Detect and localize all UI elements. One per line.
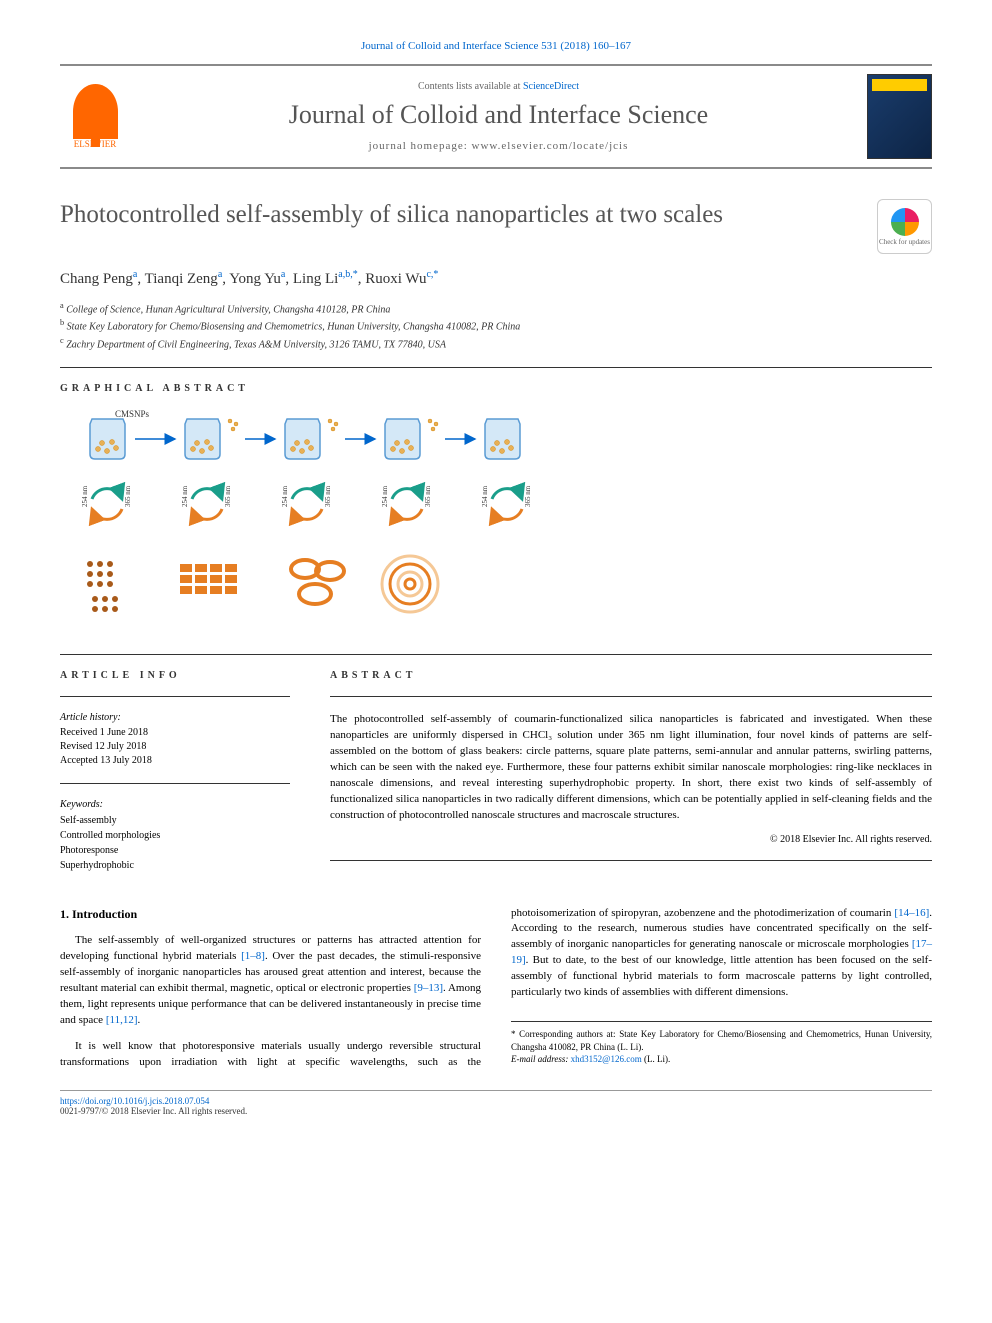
- title-row: Photocontrolled self-assembly of silica …: [60, 199, 932, 254]
- elsevier-logo: ELSEVIER: [60, 77, 130, 157]
- article-title: Photocontrolled self-assembly of silica …: [60, 199, 857, 232]
- history-label: Article history:: [60, 712, 290, 723]
- introduction-section: 1. Introduction The self-assembly of wel…: [60, 906, 932, 1071]
- svg-text:365 nm: 365 nm: [124, 485, 132, 507]
- svg-text:365 nm: 365 nm: [424, 485, 432, 507]
- svg-text:254 nm: 254 nm: [281, 485, 289, 507]
- info-abstract-row: ARTICLE INFO Article history: Received 1…: [60, 670, 932, 876]
- banner-center: Contents lists available at ScienceDirec…: [145, 81, 852, 152]
- introduction-heading: 1. Introduction: [60, 906, 481, 923]
- abstract-heading: ABSTRACT: [330, 670, 932, 681]
- graphical-abstract-heading: GRAPHICAL ABSTRACT: [60, 383, 932, 394]
- ref-link[interactable]: [1–8]: [241, 950, 265, 962]
- article-history: Received 1 June 2018 Revised 12 July 201…: [60, 726, 290, 768]
- page-footer: https://doi.org/10.1016/j.jcis.2018.07.0…: [60, 1090, 932, 1116]
- check-updates-badge[interactable]: Check for updates: [877, 199, 932, 254]
- abstract-column: ABSTRACT The photocontrolled self-assemb…: [330, 670, 932, 876]
- crossmark-icon: [891, 208, 919, 236]
- article-info-heading: ARTICLE INFO: [60, 670, 290, 681]
- svg-text:CMSNPs: CMSNPs: [115, 409, 150, 419]
- author: Tianqi Zeng: [145, 271, 218, 287]
- authors-list: Chang Penga, Tianqi Zenga, Yong Yua, Lin…: [60, 269, 932, 288]
- affiliations: a College of Science, Hunan Agricultural…: [60, 300, 932, 352]
- email-link[interactable]: xhd3152@126.com: [571, 1054, 642, 1064]
- ref-link[interactable]: [14–16]: [894, 907, 929, 919]
- journal-homepage: journal homepage: www.elsevier.com/locat…: [145, 140, 852, 152]
- svg-text:254 nm: 254 nm: [481, 485, 489, 507]
- corresponding-footnote: * Corresponding authors at: State Key La…: [511, 1021, 932, 1066]
- graphical-abstract-section: GRAPHICAL ABSTRACT: [60, 383, 932, 634]
- journal-cover-thumbnail: [867, 74, 932, 159]
- author: Ling Li: [293, 271, 338, 287]
- svg-text:254 nm: 254 nm: [181, 485, 189, 507]
- abstract-text: The photocontrolled self-assembly of cou…: [330, 712, 932, 824]
- svg-text:254 nm: 254 nm: [381, 485, 389, 507]
- abstract-copyright: © 2018 Elsevier Inc. All rights reserved…: [330, 834, 932, 845]
- page-citation: Journal of Colloid and Interface Science…: [60, 40, 932, 52]
- ref-link[interactable]: [11,12]: [106, 1014, 138, 1026]
- svg-text:365 nm: 365 nm: [324, 485, 332, 507]
- article-info-column: ARTICLE INFO Article history: Received 1…: [60, 670, 290, 876]
- author: Chang Peng: [60, 271, 133, 287]
- graphical-abstract-figure: CMSNPs 254 nm 365 nm 254 nm 365 nm 254 n…: [60, 409, 560, 629]
- author: Ruoxi Wu: [365, 271, 426, 287]
- sciencedirect-link[interactable]: ScienceDirect: [523, 81, 579, 92]
- svg-text:365 nm: 365 nm: [224, 485, 232, 507]
- journal-banner: ELSEVIER Contents lists available at Sci…: [60, 64, 932, 169]
- issn-copyright: 0021-9797/© 2018 Elsevier Inc. All right…: [60, 1106, 247, 1116]
- keywords-label: Keywords:: [60, 799, 290, 810]
- svg-text:365 nm: 365 nm: [524, 485, 532, 507]
- ref-link[interactable]: [9–13]: [414, 982, 443, 994]
- elsevier-tree-icon: [73, 84, 118, 139]
- intro-paragraph-1: The self-assembly of well-organized stru…: [60, 933, 481, 1029]
- journal-name: Journal of Colloid and Interface Science: [145, 100, 852, 130]
- author: Yong Yu: [229, 271, 281, 287]
- doi-link[interactable]: https://doi.org/10.1016/j.jcis.2018.07.0…: [60, 1096, 209, 1106]
- svg-text:254 nm: 254 nm: [81, 485, 89, 507]
- homepage-url[interactable]: www.elsevier.com/locate/jcis: [472, 140, 629, 152]
- citation-link[interactable]: Journal of Colloid and Interface Science…: [361, 40, 631, 52]
- keywords-list: Self-assembly Controlled morphologies Ph…: [60, 813, 290, 873]
- contents-list-text: Contents lists available at ScienceDirec…: [145, 81, 852, 92]
